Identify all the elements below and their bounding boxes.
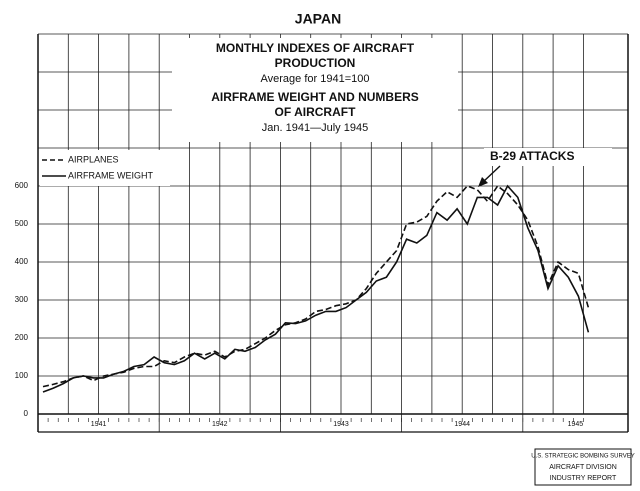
- y-tick-label: 0: [24, 409, 29, 418]
- y-tick-label: 500: [15, 219, 29, 228]
- annotation-box: [484, 148, 612, 166]
- annotation: B-29 ATTACKS: [490, 149, 574, 163]
- subtitle: Jan. 1941—July 1945: [262, 122, 368, 134]
- subtitle: Average for 1941=100: [261, 73, 370, 85]
- source: INDUSTRY REPORT: [550, 475, 617, 482]
- annotation-arrow: [482, 165, 501, 183]
- y-tick-label: 200: [15, 333, 29, 342]
- subtitle: AIRFRAME WEIGHT AND NUMBERS: [211, 90, 419, 104]
- year-label: 1942: [212, 421, 228, 428]
- year-label: 1945: [568, 421, 584, 428]
- year-label: 1941: [91, 421, 107, 428]
- series-line: [42, 184, 590, 388]
- subtitle: PRODUCTION: [275, 56, 356, 70]
- title-box: [172, 38, 458, 142]
- y-tick-label: 100: [15, 371, 29, 380]
- legend-box: [40, 150, 170, 186]
- y-tick-label: 400: [15, 257, 29, 266]
- source-box: [534, 448, 632, 486]
- chart-title: JAPAN: [295, 11, 341, 27]
- series-line: [42, 184, 590, 393]
- legend-label: AIRPLANES: [68, 154, 119, 164]
- annotation-arrowhead: [478, 177, 488, 187]
- y-tick-label: 300: [15, 295, 29, 304]
- lines: [42, 184, 590, 393]
- year-label: 1944: [454, 421, 470, 428]
- legend-label: AIRFRAME WEIGHT: [68, 170, 154, 180]
- year-label: 1943: [333, 421, 349, 428]
- source: U.S. STRATEGIC BOMBING SURVEY: [531, 454, 634, 460]
- source: AIRCRAFT DIVISION: [549, 464, 617, 471]
- subtitle: OF AIRCRAFT: [275, 105, 357, 119]
- subtitle: MONTHLY INDEXES OF AIRCRAFT: [216, 41, 415, 55]
- y-tick-label: 600: [15, 181, 29, 190]
